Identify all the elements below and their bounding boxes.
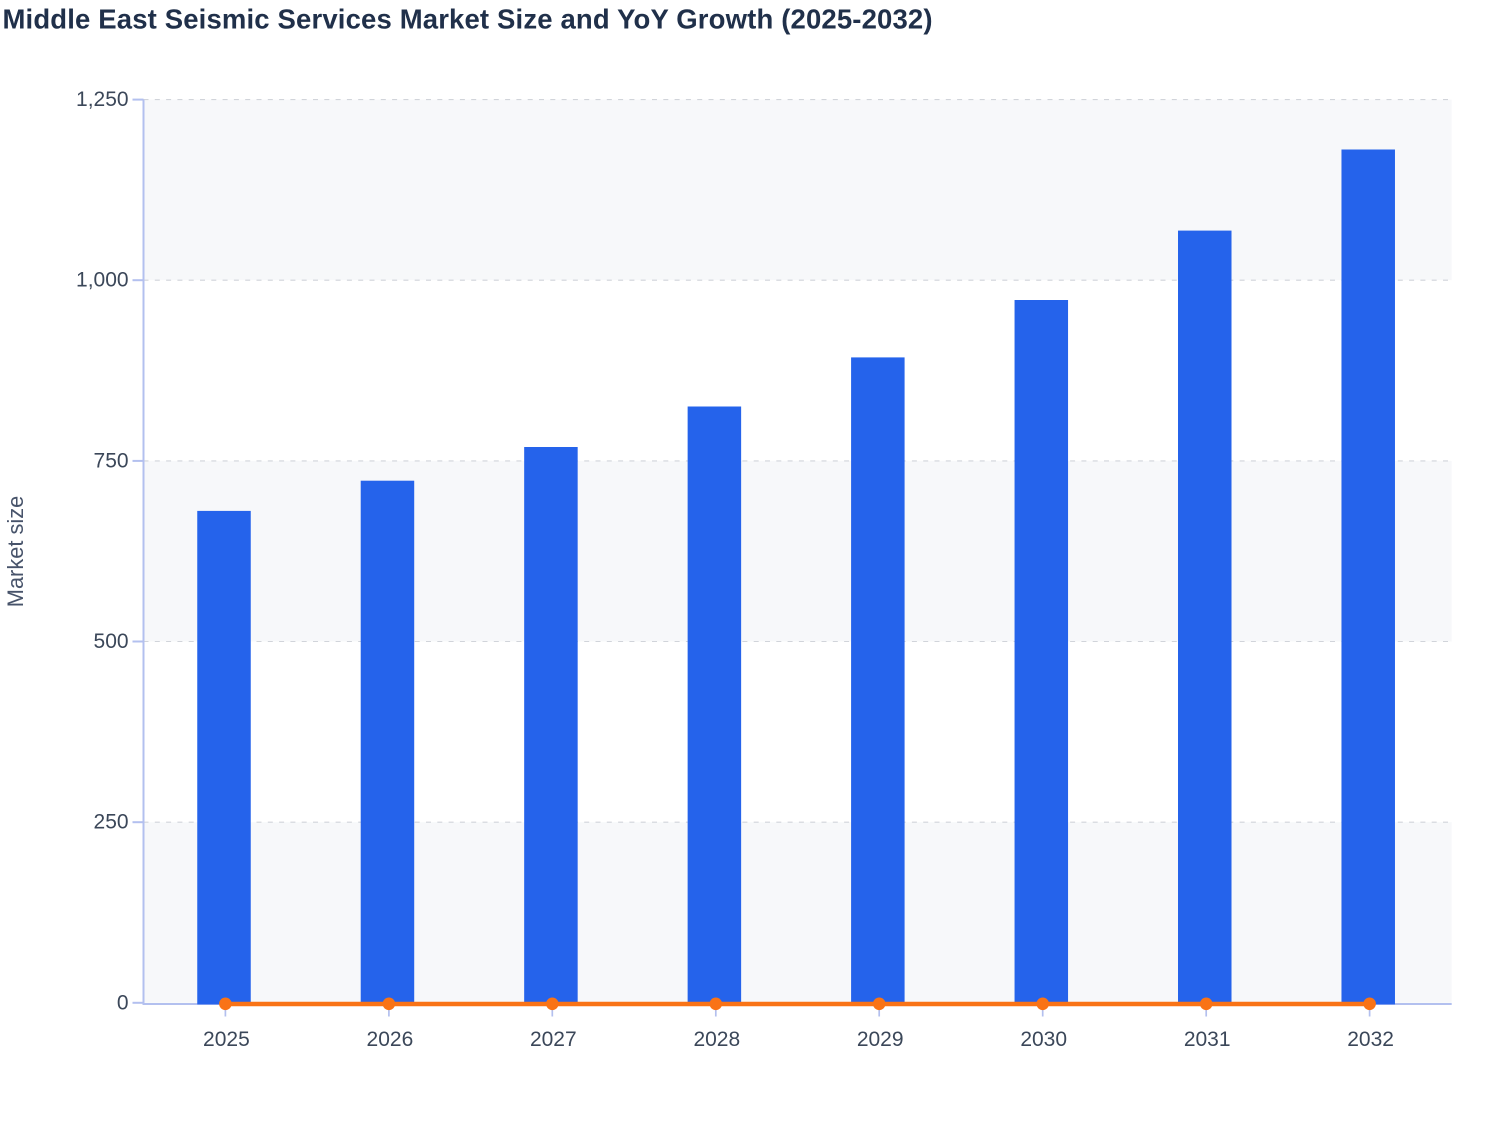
svg-text:1,250: 1,250 xyxy=(76,88,129,111)
svg-text:2027: 2027 xyxy=(530,1028,577,1051)
svg-text:1,000: 1,000 xyxy=(76,269,129,292)
svg-text:0: 0 xyxy=(117,991,129,1014)
svg-text:2028: 2028 xyxy=(693,1028,740,1051)
svg-text:Market size: Market size xyxy=(3,496,28,607)
svg-text:250: 250 xyxy=(94,811,129,834)
svg-text:2025: 2025 xyxy=(203,1028,250,1051)
svg-text:Middle East Seismic Services M: Middle East Seismic Services Market Size… xyxy=(3,3,933,34)
svg-text:750: 750 xyxy=(94,449,129,472)
svg-text:2026: 2026 xyxy=(367,1028,414,1051)
svg-text:2031: 2031 xyxy=(1184,1028,1231,1051)
svg-text:2029: 2029 xyxy=(857,1028,904,1051)
svg-text:500: 500 xyxy=(94,630,129,653)
svg-text:2030: 2030 xyxy=(1020,1028,1067,1051)
svg-text:2032: 2032 xyxy=(1347,1028,1394,1051)
